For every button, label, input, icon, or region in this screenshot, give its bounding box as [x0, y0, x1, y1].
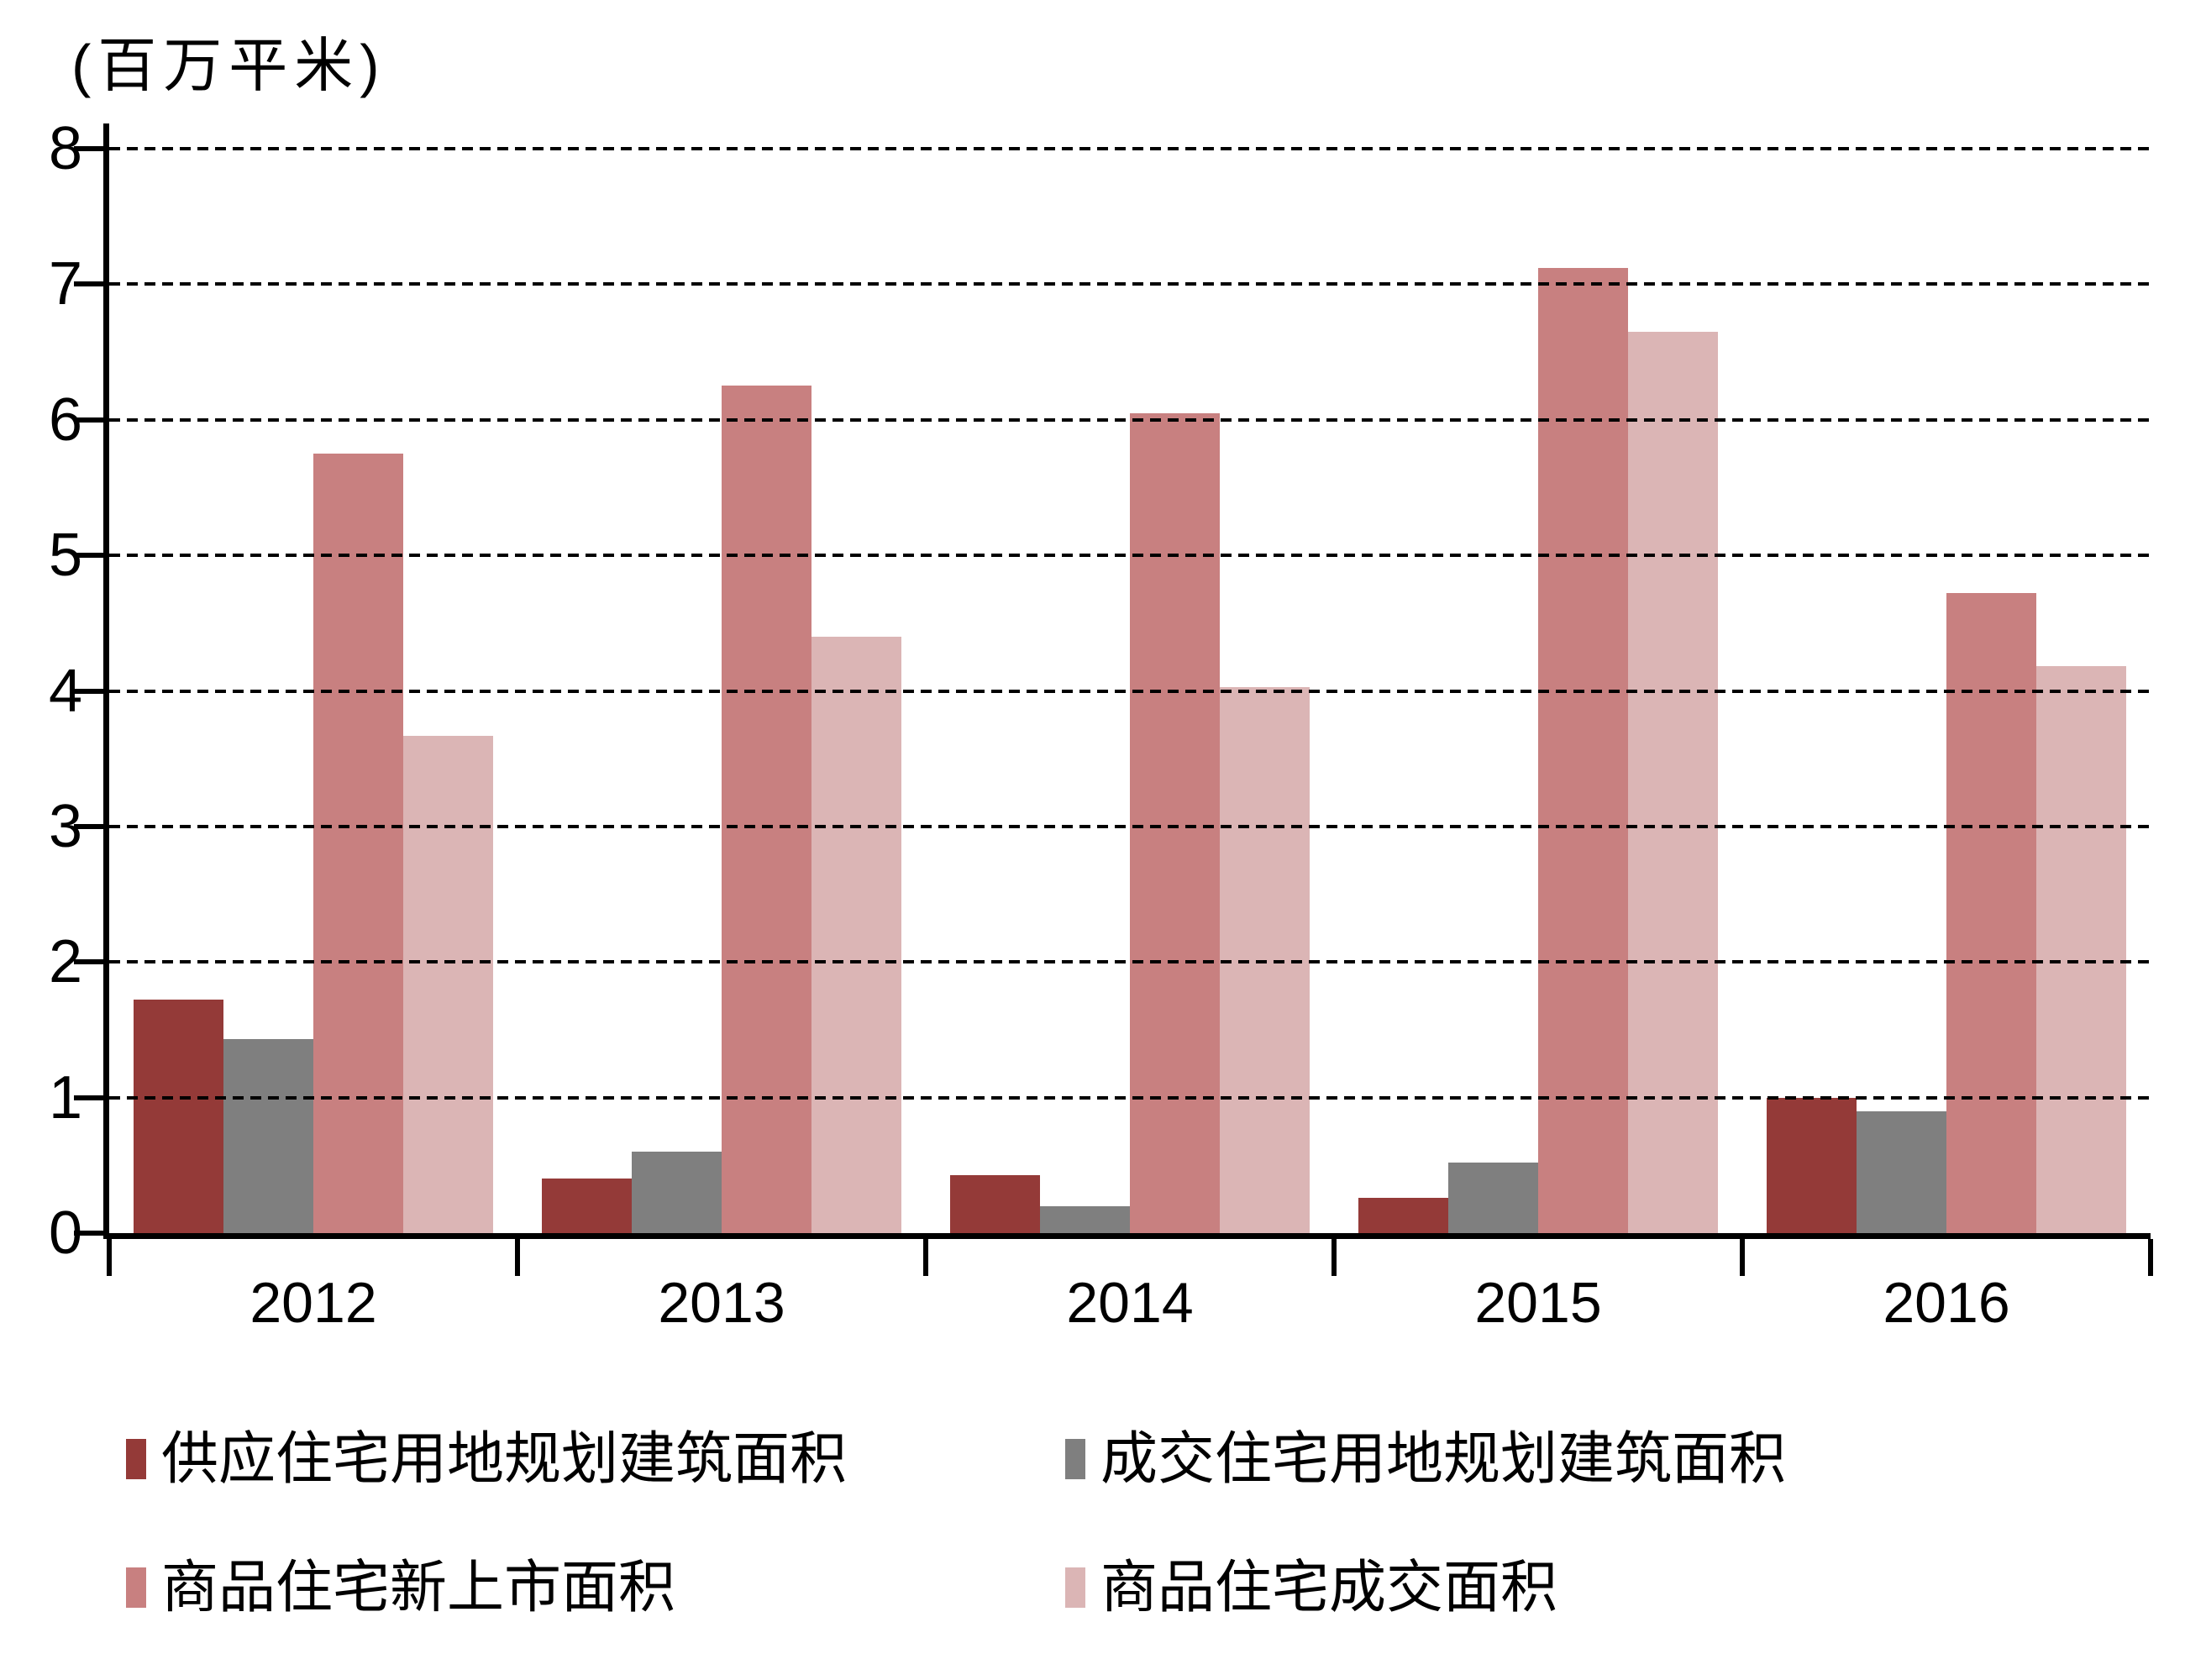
bar-series3-2015	[1538, 268, 1628, 1233]
y-tick-2	[74, 959, 109, 965]
bar-series1-2014	[950, 1174, 1041, 1233]
bars-layer	[109, 149, 2151, 1233]
y-axis-line	[103, 123, 109, 1233]
gridline-y4	[109, 689, 2151, 693]
y-tick-0	[74, 1231, 109, 1236]
x-label-2012: 2012	[249, 1271, 377, 1335]
bar-series1-2012	[134, 1000, 224, 1233]
bar-series2-2014	[1040, 1205, 1130, 1233]
bar-series4-2014	[1219, 686, 1310, 1233]
bar-series4-2016	[2035, 666, 2126, 1233]
x-label-2015: 2015	[1474, 1271, 1602, 1335]
x-tick-5	[2148, 1239, 2153, 1276]
y-tick-8	[74, 146, 109, 151]
bar-group-2013	[517, 149, 926, 1233]
x-tick-0	[107, 1239, 112, 1276]
legend-item-1: 供应住宅用地规划建筑面积	[126, 1428, 1065, 1491]
legend-label-2: 成交住宅用地规划建筑面积	[1100, 1427, 1787, 1491]
bar-series3-2012	[313, 454, 403, 1233]
y-tick-3	[74, 823, 109, 829]
gridline-y2	[109, 960, 2151, 964]
legend-label-1: 供应住宅用地规划建筑面积	[161, 1427, 848, 1491]
bar-series2-2015	[1448, 1163, 1538, 1233]
legend-item-3: 商品住宅新上市面积	[126, 1555, 1065, 1620]
bar-series3-2014	[1130, 412, 1220, 1233]
legend: 供应住宅用地规划建筑面积 成交住宅用地规划建筑面积商品住宅新上市面积 商品住宅成交面…	[126, 1428, 1786, 1620]
bar-series3-2016	[1946, 593, 2036, 1233]
bar-series2-2016	[1857, 1110, 1946, 1233]
x-tick-3	[1331, 1239, 1337, 1276]
bar-series4-2013	[811, 636, 901, 1233]
legend-label-3: 商品住宅新上市面积	[161, 1555, 676, 1620]
legend-swatch-4	[1065, 1567, 1085, 1609]
bar-series2-2013	[632, 1152, 722, 1233]
x-label-2016: 2016	[1883, 1271, 2010, 1335]
gridline-y7	[109, 282, 2151, 286]
gridline-y3	[109, 824, 2151, 828]
gridline-y1	[109, 1095, 2151, 1100]
x-tick-4	[1740, 1239, 1745, 1276]
legend-swatch-3	[126, 1567, 146, 1609]
legend-swatch-1	[126, 1439, 146, 1480]
gridline-y5	[109, 554, 2151, 558]
x-tick-1	[515, 1239, 520, 1276]
y-tick-6	[74, 417, 109, 423]
x-label-2013: 2013	[658, 1271, 785, 1335]
bar-series4-2015	[1627, 331, 1718, 1233]
legend-item-2: 成交住宅用地规划建筑面积	[1065, 1428, 1786, 1491]
x-axis-line	[103, 1233, 2151, 1239]
bar-series2-2012	[223, 1039, 313, 1233]
legend-label-4: 商品住宅成交面积	[1100, 1555, 1558, 1620]
bar-series1-2016	[1767, 1097, 1857, 1233]
y-tick-1	[74, 1095, 109, 1100]
legend-swatch-2	[1065, 1439, 1085, 1480]
gridline-y6	[109, 417, 2151, 422]
y-tick-4	[74, 688, 109, 694]
x-tick-2	[923, 1239, 928, 1276]
bar-series1-2015	[1358, 1198, 1449, 1233]
y-tick-5	[74, 553, 109, 559]
x-axis-category-labels: 2012 2013 2014 2015 2016	[109, 1270, 2151, 1336]
plot-area	[74, 123, 2153, 1276]
bar-group-2012	[109, 149, 517, 1233]
y-axis-unit-label: (百万平米)	[71, 33, 386, 98]
x-label-2014: 2014	[1066, 1271, 1194, 1335]
bar-series3-2013	[722, 386, 811, 1233]
bar-series1-2013	[542, 1179, 633, 1233]
bar-group-2016	[1742, 149, 2151, 1233]
gridline-y8	[109, 147, 2151, 150]
bar-series4-2012	[402, 735, 493, 1233]
legend-item-4: 商品住宅成交面积	[1065, 1555, 1786, 1620]
bar-group-2015	[1334, 149, 1742, 1233]
y-tick-7	[74, 281, 109, 287]
